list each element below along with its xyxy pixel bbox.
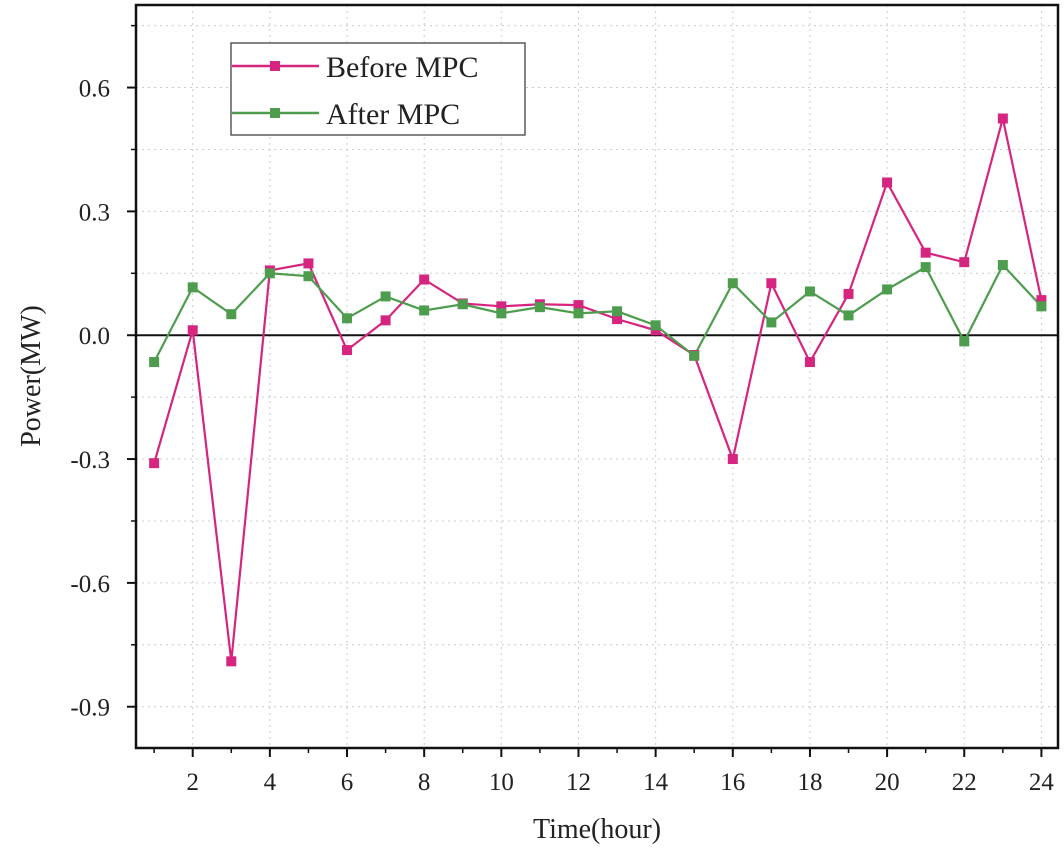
legend: Before MPC After MPC <box>230 42 526 136</box>
before-mpc-point <box>612 314 623 325</box>
y-axis-title: Power(MW) <box>16 305 47 447</box>
after-mpc-point <box>303 271 314 282</box>
x-tick-label: 8 <box>418 769 431 796</box>
x-tick-label: 10 <box>489 769 514 796</box>
legend-marker-before <box>270 61 280 71</box>
after-mpc-line <box>153 263 1043 363</box>
after-mpc-point <box>1036 301 1047 312</box>
x-tick-label: 20 <box>875 769 900 796</box>
after-mpc-point <box>727 278 738 289</box>
after-mpc-point <box>804 286 815 297</box>
after-mpc-point <box>457 299 468 310</box>
before-mpc-point <box>226 656 237 667</box>
after-mpc-point <box>689 350 700 361</box>
x-axis-title: Time(hour) <box>533 814 661 845</box>
legend-label-after: After MPC <box>326 98 460 131</box>
y-tick-label: 0.0 <box>79 323 110 350</box>
before-mpc-point <box>843 288 854 299</box>
x-tick-label: 12 <box>566 769 591 796</box>
before-mpc-point <box>342 345 353 356</box>
before-mpc-point <box>380 315 391 326</box>
x-tick-label: 22 <box>952 769 977 796</box>
x-tick-label: 4 <box>264 769 277 796</box>
after-mpc-point <box>650 320 661 331</box>
before-mpc-point <box>419 274 430 285</box>
before-mpc-point <box>727 454 738 465</box>
after-mpc-point <box>997 260 1008 271</box>
x-tick-label: 16 <box>720 769 745 796</box>
after-mpc-point <box>187 282 198 293</box>
x-tick-label: 2 <box>186 769 199 796</box>
ticks: 2 4 6 8 10 12 14 16 18 20 22 24-0.9-0.6-0.30.00.30.… <box>70 24 1055 796</box>
legend-box <box>230 42 526 136</box>
before-mpc-point <box>496 301 507 312</box>
before-mpc-point <box>766 278 777 289</box>
x-tick-label: 18 <box>797 769 822 796</box>
before-mpc-point <box>804 357 815 368</box>
legend-label-before: Before MPC <box>326 51 479 84</box>
x-tick-label: 6 <box>341 769 354 796</box>
x-tick-label: 14 <box>643 769 669 796</box>
x-tick-label: 24 <box>1029 769 1055 796</box>
before-mpc-point <box>920 247 931 258</box>
legend-marker-after <box>270 108 280 118</box>
plot-frame <box>134 3 1060 750</box>
y-tick-label: 0.3 <box>79 199 110 226</box>
before-mpc-point <box>149 458 160 469</box>
grid <box>136 5 1058 748</box>
after-mpc-point <box>226 309 237 320</box>
before-mpc-point <box>1036 295 1047 306</box>
before-mpc-point <box>303 258 314 269</box>
after-mpc-point <box>496 308 507 319</box>
after-mpc-point <box>264 268 275 279</box>
after-mpc-point <box>342 313 353 324</box>
after-mpc-point <box>534 302 545 313</box>
y-tick-label: -0.9 <box>70 695 110 722</box>
after-mpc-point <box>959 336 970 347</box>
before-mpc-point <box>573 300 584 311</box>
series-group <box>149 113 1047 667</box>
after-mpc-point <box>766 317 777 328</box>
after-mpc-point <box>882 284 893 295</box>
before-mpc-point <box>187 325 198 336</box>
after-mpc-point <box>920 262 931 273</box>
after-mpc-point <box>149 357 160 368</box>
after-mpc-point <box>843 310 854 321</box>
after-mpc-point <box>380 291 391 302</box>
y-tick-label: 0.6 <box>79 76 110 103</box>
before-mpc-point <box>959 257 970 268</box>
y-tick-label: -0.3 <box>70 447 110 474</box>
before-mpc-line <box>153 118 1043 662</box>
after-mpc-point <box>573 308 584 319</box>
y-tick-label: -0.6 <box>70 571 110 598</box>
after-mpc-point <box>419 305 430 316</box>
before-mpc-point <box>882 177 893 188</box>
after-mpc-point <box>612 306 623 317</box>
before-mpc-point <box>997 113 1008 124</box>
